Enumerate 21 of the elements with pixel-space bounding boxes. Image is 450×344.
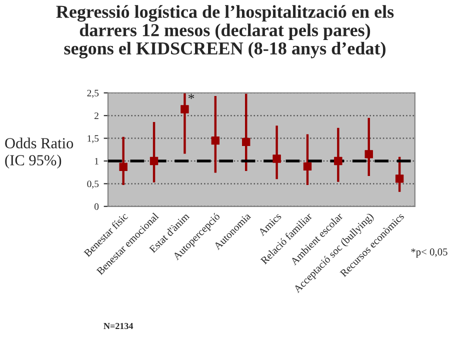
chart-title: Regressió logística de l’hospitalització en els darrers 12 mesos (declarat pels pares) segons el KIDSCREEN (8-18 anys d’edat) (56, 5, 394, 58)
point (150, 156, 158, 166)
point (364, 150, 373, 158)
y-tick-label: 0 (94, 203, 99, 210)
text: N=2134 (104, 322, 134, 330)
y-tick-label: 1,5 (88, 135, 99, 144)
point (272, 154, 281, 163)
point (211, 136, 220, 145)
point (180, 105, 189, 114)
y-tick-label: 2 (94, 112, 98, 119)
y-tick-label: 2,5 (87, 90, 99, 98)
text: *p< 0,05 (411, 248, 448, 258)
y-tick-label: 0,5 (87, 180, 99, 189)
point (242, 138, 250, 146)
y-tick-label: 1 (94, 158, 98, 164)
annotation: * (188, 94, 194, 100)
point (395, 174, 404, 183)
point (334, 156, 342, 166)
y-axis-title: Odds Ratio (IC 95%) (5, 138, 74, 169)
point (119, 162, 128, 172)
point (303, 162, 312, 171)
